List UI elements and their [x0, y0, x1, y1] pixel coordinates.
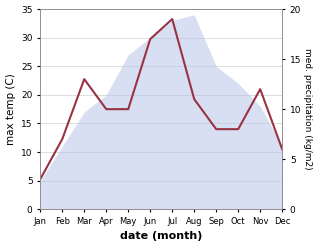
X-axis label: date (month): date (month) — [120, 231, 203, 242]
Y-axis label: max temp (C): max temp (C) — [5, 73, 16, 145]
Y-axis label: med. precipitation (kg/m2): med. precipitation (kg/m2) — [303, 48, 313, 170]
